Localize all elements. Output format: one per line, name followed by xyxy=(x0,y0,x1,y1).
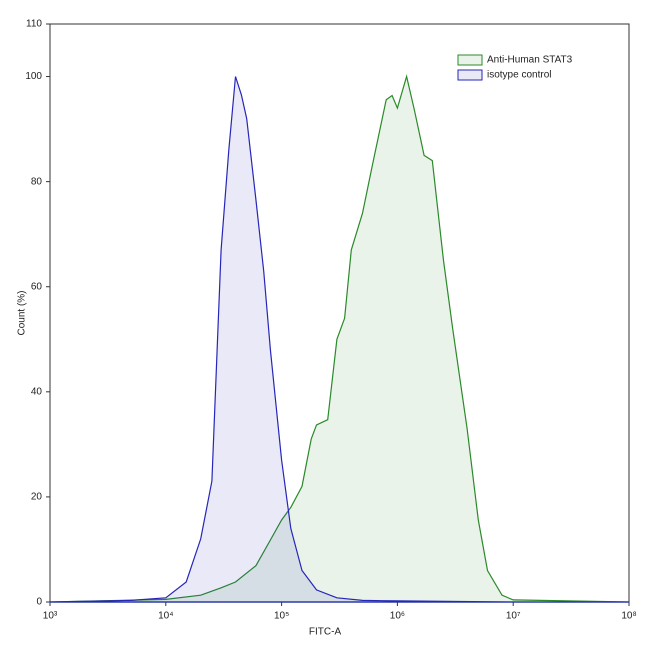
legend-swatch xyxy=(457,54,483,66)
y-tick-label: 20 xyxy=(31,492,43,503)
y-tick-label: 110 xyxy=(26,19,42,30)
y-tick-label: 80 xyxy=(31,176,43,187)
y-axis-label: Count (%) xyxy=(17,290,28,335)
x-tick-label: 10⁶ xyxy=(390,611,405,622)
x-axis-label: FITC-A xyxy=(309,627,342,638)
x-tick-label: 10⁴ xyxy=(158,611,173,622)
y-tick-label: 0 xyxy=(36,597,42,608)
x-tick-label: 10⁷ xyxy=(506,611,521,622)
histogram-area xyxy=(49,74,630,603)
legend-swatch xyxy=(457,69,483,81)
legend-label: isotype control xyxy=(487,70,551,81)
legend-label: Anti-Human STAT3 xyxy=(487,55,573,66)
y-tick-label: 100 xyxy=(25,71,42,82)
histogram-area xyxy=(49,76,629,603)
y-tick-label: 60 xyxy=(31,281,43,292)
x-tick-label: 10⁵ xyxy=(274,611,289,622)
x-tick-label: 10⁸ xyxy=(621,611,636,622)
x-tick-label: 10³ xyxy=(43,611,58,622)
y-tick-label: 40 xyxy=(31,386,43,397)
